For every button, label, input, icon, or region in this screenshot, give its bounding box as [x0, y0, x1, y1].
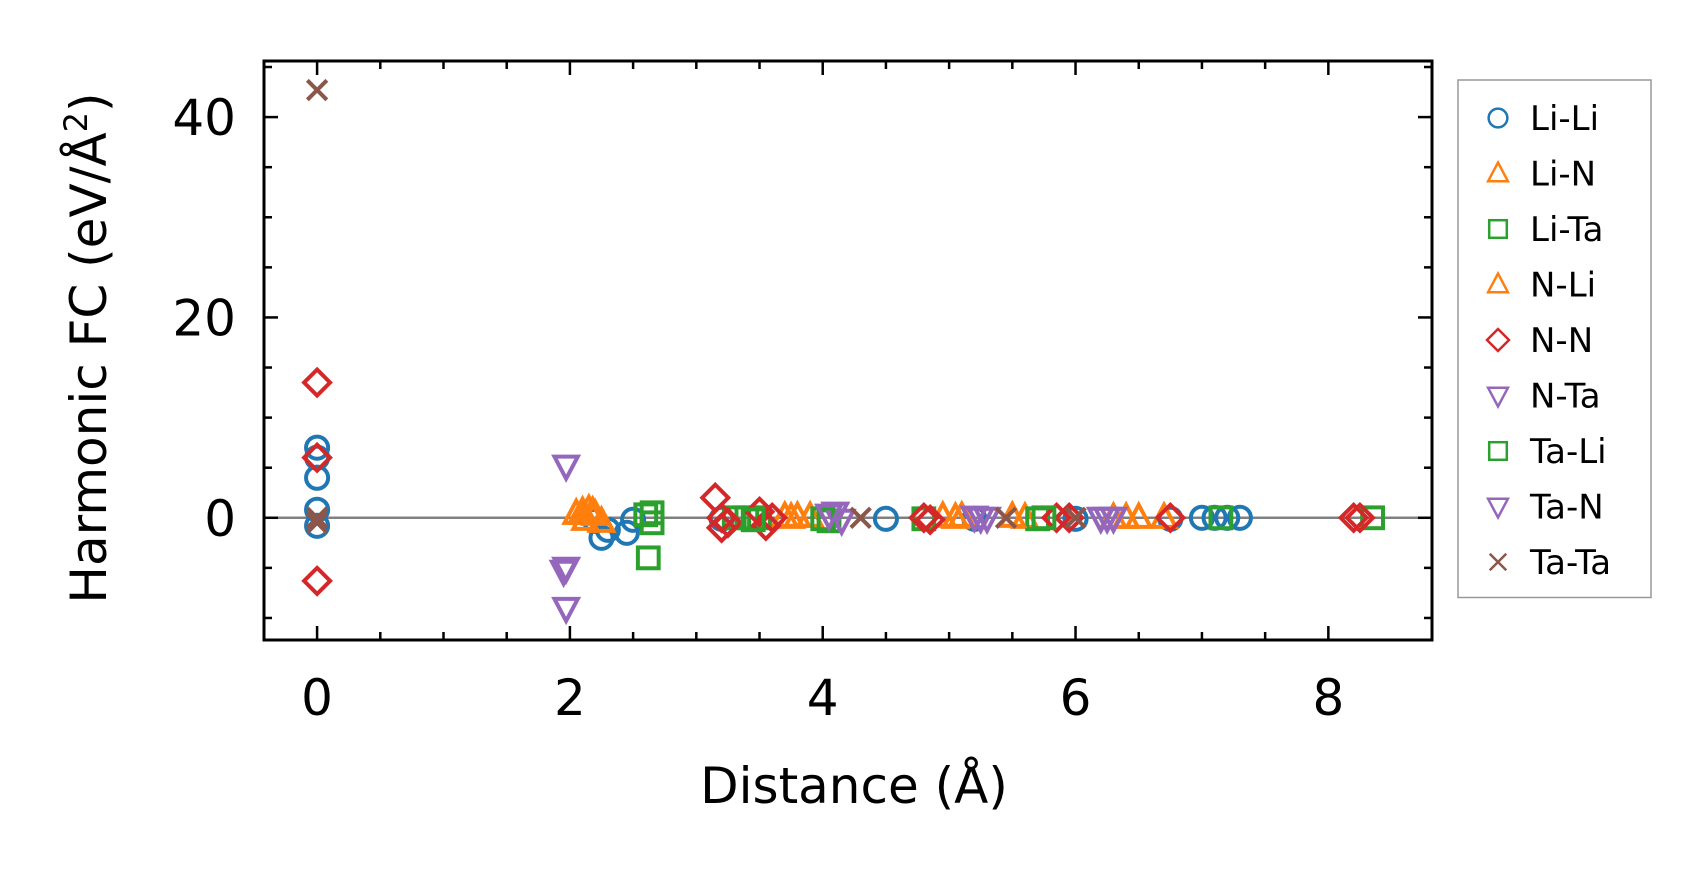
x-tick-label: 0 — [301, 669, 333, 727]
data-point — [304, 434, 331, 461]
data-point — [740, 507, 766, 533]
data-point — [814, 503, 845, 533]
data-point — [633, 502, 659, 528]
data-point — [635, 545, 661, 571]
legend-marker — [1486, 497, 1510, 521]
data-point — [994, 506, 1018, 529]
data-point — [908, 501, 940, 534]
x-tick-label: 4 — [807, 669, 839, 727]
data-point — [639, 510, 665, 536]
legend-marker — [1485, 327, 1511, 353]
data-point — [305, 511, 329, 534]
legend-marker — [1487, 107, 1509, 129]
data-point — [1226, 504, 1253, 531]
legend-label: Ta-N — [1529, 488, 1604, 528]
legend-label: Li-Li — [1530, 99, 1599, 139]
data-point — [305, 506, 329, 529]
data-point — [1040, 501, 1073, 534]
y-tick-label: 0 — [204, 490, 236, 548]
data-point — [551, 454, 582, 483]
data-point — [1064, 506, 1087, 529]
legend-marker — [1487, 440, 1509, 462]
data-point — [301, 366, 333, 399]
series-ta-n — [548, 503, 1123, 589]
data-point — [1154, 501, 1187, 534]
legend-marker — [1486, 159, 1510, 183]
data-point — [872, 505, 899, 532]
legend-label: N-Li — [1530, 266, 1596, 306]
legend: Li-Li Li-N Li-Ta N-Li N-N N-Ta Ta-Li Ta-N Ta-Ta — [1457, 79, 1652, 599]
data-points-layer — [301, 78, 1385, 626]
legend-marker — [1487, 218, 1509, 240]
data-point — [304, 464, 331, 491]
data-point — [1344, 501, 1376, 534]
legend-label: N-N — [1530, 321, 1593, 361]
y-axis-label: Harmonic FC (eV/Å2) — [57, 92, 118, 603]
x-tick-label: 6 — [1060, 669, 1092, 727]
data-point — [301, 565, 333, 597]
data-point — [750, 509, 782, 542]
data-point — [959, 505, 990, 535]
data-point — [567, 496, 598, 525]
data-point — [1188, 504, 1215, 531]
data-point — [849, 506, 872, 529]
legend-label: Ta-Li — [1529, 432, 1607, 472]
legend-marker — [1486, 270, 1510, 294]
data-point — [940, 500, 971, 529]
data-point — [577, 494, 608, 523]
plot-frame — [262, 59, 1434, 642]
x-axis-label: Distance (Å) — [700, 757, 1008, 815]
legend-marker — [1488, 552, 1508, 572]
data-point — [1092, 506, 1123, 536]
data-point — [1360, 505, 1385, 531]
data-point — [820, 501, 851, 531]
data-point — [1031, 505, 1057, 531]
series-n-ta — [551, 454, 1129, 626]
data-point — [1062, 505, 1089, 532]
y-tick-label: 40 — [172, 89, 236, 147]
data-point — [548, 559, 579, 589]
series-n-n — [301, 366, 1376, 597]
data-point — [914, 503, 946, 536]
data-point — [573, 492, 604, 521]
series-li-li — [304, 434, 1253, 551]
data-point — [551, 596, 582, 626]
data-point — [1337, 501, 1370, 534]
legend-label: N-Ta — [1530, 377, 1601, 417]
x-tick-label: 2 — [554, 669, 586, 727]
data-point — [826, 508, 857, 538]
legend-box — [1457, 79, 1652, 599]
data-point — [1208, 505, 1234, 531]
series-ta-ta — [305, 78, 1087, 534]
data-point — [304, 512, 331, 539]
legend-label: Ta-Ta — [1529, 543, 1611, 583]
data-point — [620, 506, 647, 533]
legend-label: Li-Ta — [1530, 210, 1604, 250]
data-point — [301, 441, 333, 474]
data-point — [305, 78, 329, 102]
series-ta-li — [633, 502, 1057, 533]
data-point — [782, 499, 813, 528]
y-tick-label: 20 — [172, 289, 236, 347]
legend-label: Li-N — [1530, 155, 1596, 195]
x-tick-label: 8 — [1312, 669, 1344, 727]
axes-layer: 0 2 4 6 8 0 20 40 — [172, 59, 1434, 727]
data-point — [712, 506, 744, 539]
legend-marker — [1486, 386, 1510, 410]
